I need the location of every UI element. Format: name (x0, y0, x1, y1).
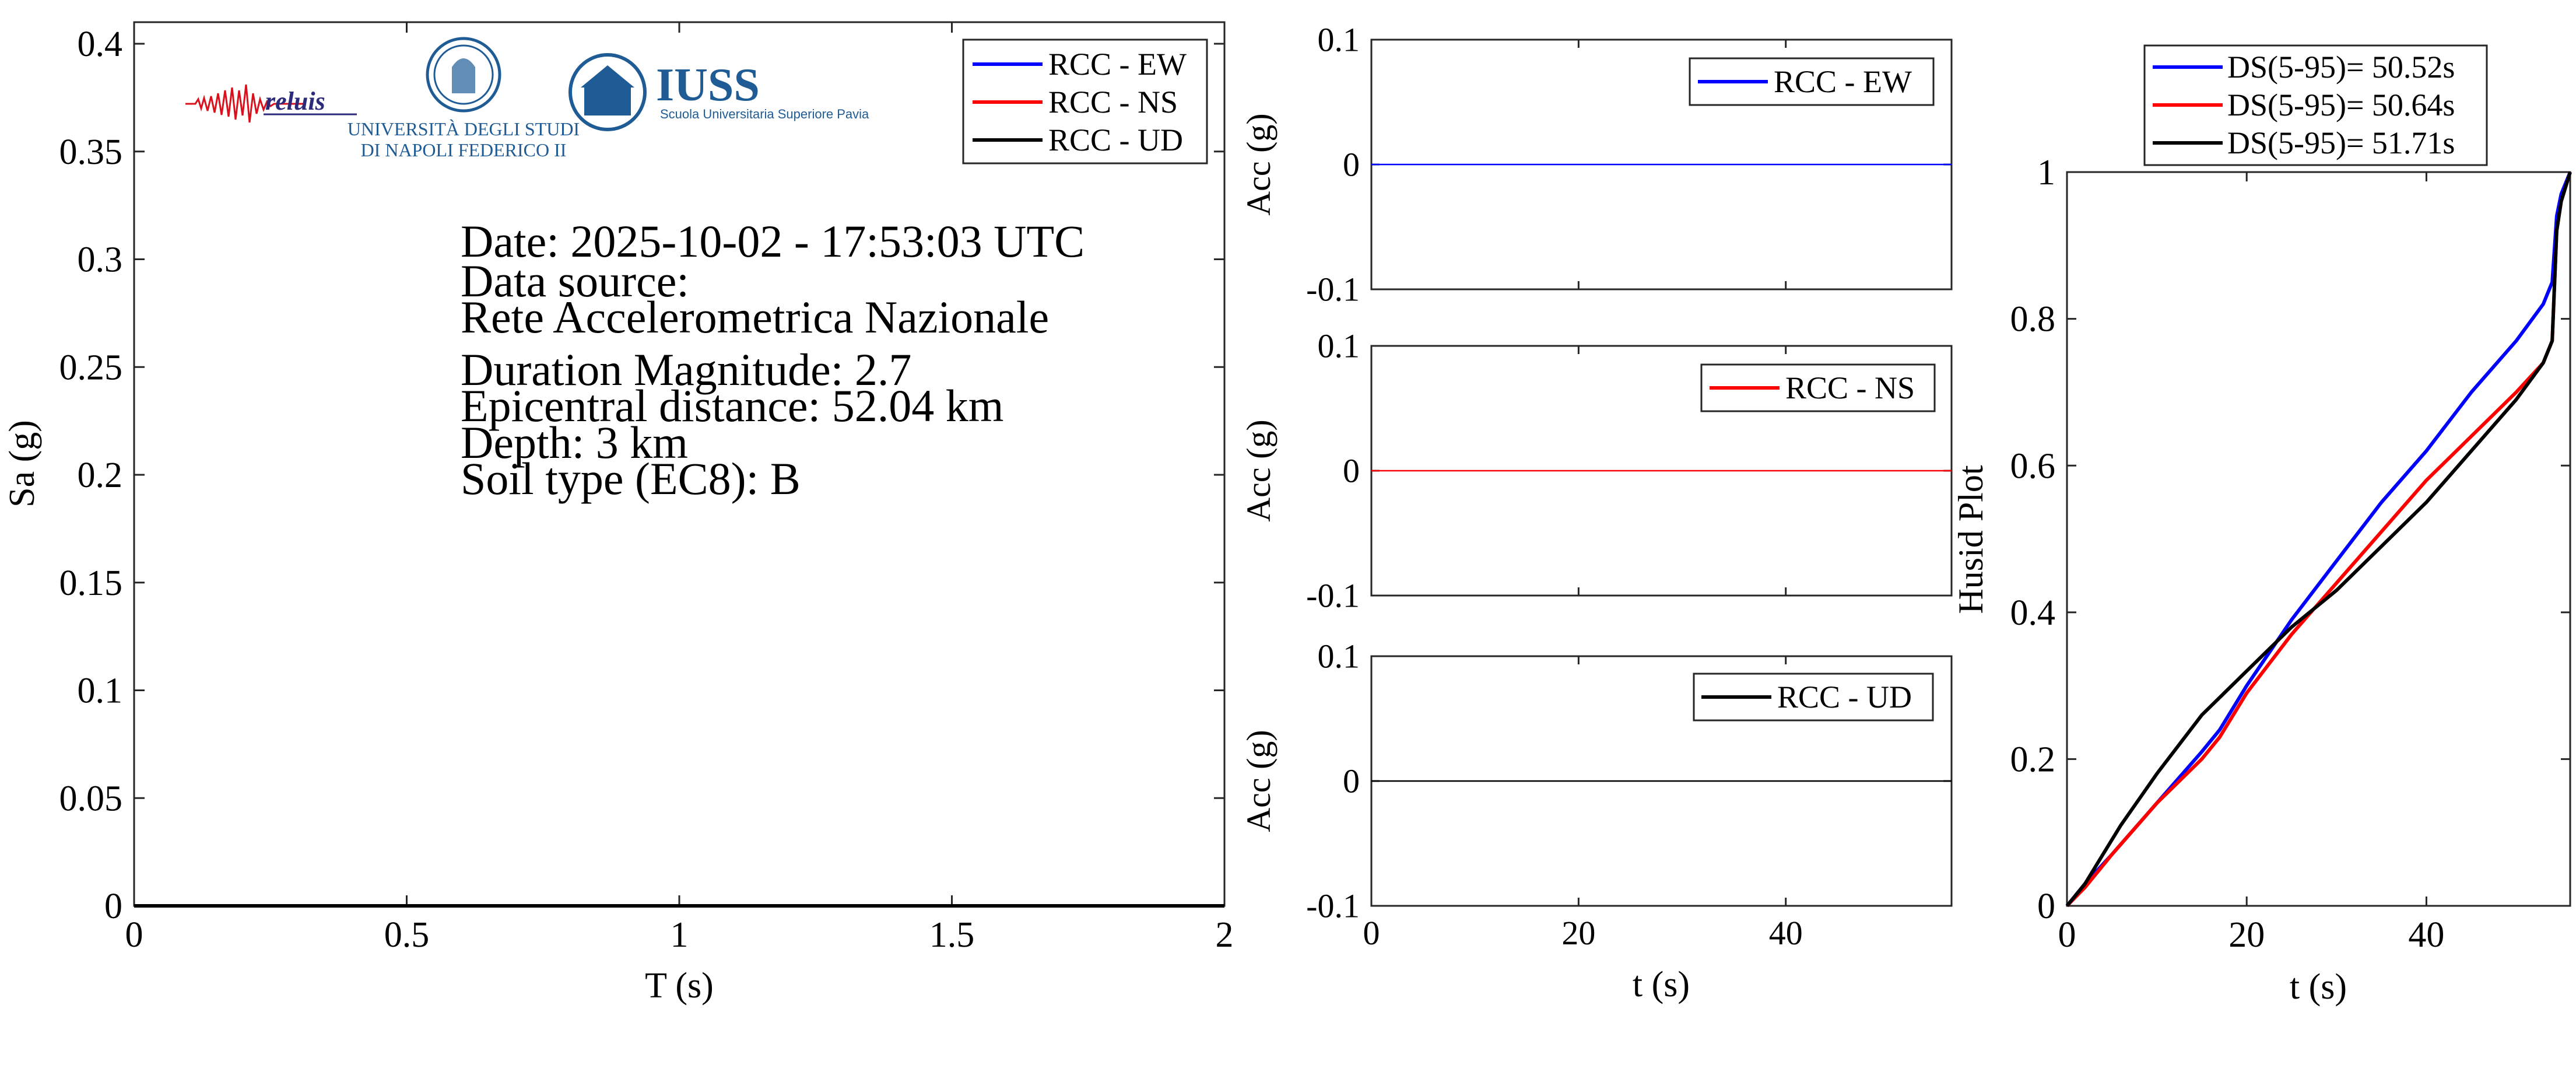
legend-entry-ud: RCC - UD (1777, 680, 1912, 715)
husid-series-2 (2065, 171, 2572, 907)
reluis-logo: reluis (185, 84, 357, 123)
acc-xlabel: t (s) (1633, 965, 1690, 1004)
husid-xlabel: t (s) (2290, 967, 2347, 1007)
spectrum-ytick-label: 0.25 (59, 348, 123, 387)
spectrum-ytick-label: 0.4 (78, 24, 123, 64)
acc_ns-ytick-label: -0.1 (1306, 577, 1360, 615)
event-info: Date: 2025-10-02 - 17:53:03 UTC Data sou… (461, 216, 1085, 504)
acc-ew-ylabel: Acc (g) (1240, 113, 1278, 216)
iuss-subtitle: Scuola Universitaria Superiore Pavia (660, 107, 869, 121)
acc_ud-xtick-label: 0 (1363, 914, 1380, 952)
acc_ud-ytick-label: 0 (1343, 762, 1360, 800)
spectrum-legend: RCC - EW RCC - NS RCC - UD (962, 38, 1208, 164)
legend-entry-ns: RCC - NS (1048, 85, 1178, 120)
seismogram-mark (185, 84, 303, 123)
acc_ew-ytick-label: -0.1 (1306, 271, 1360, 309)
legend-entry-ds-ud: DS(5-95)= 51.71s (2227, 125, 2455, 160)
spectrum-xtick-label: 0 (125, 915, 143, 955)
spectrum-xtick-label: 2 (1216, 915, 1234, 955)
spectrum-xlabel: T (s) (645, 966, 714, 1006)
legend-entry-ns: RCC - NS (1785, 370, 1915, 405)
acc-ns-legend: RCC - NS (1700, 363, 1936, 412)
husid-xtick-label: 20 (2228, 915, 2265, 955)
spectrum-ytick-label: 0 (104, 887, 122, 926)
spectrum-ytick-label: 0.05 (59, 779, 123, 818)
data-source-label: Data source: (461, 255, 689, 306)
spectrum-panel: 0 0.5 1 1.5 2 0 0.05 0.1 0.15 0.2 0.25 0.3 0.35 0.4 S… (2, 21, 1234, 1006)
acc_ud-xtick-label: 40 (1769, 914, 1803, 952)
reluis-wordmark: reluis (265, 87, 325, 115)
spectrum-ytick-label: 0.3 (78, 240, 123, 280)
acc_ew-ytick-label: 0.1 (1318, 21, 1360, 59)
legend-entry-ew: RCC - EW (1774, 64, 1912, 99)
acc_ud-ytick-label: 0.1 (1318, 638, 1360, 675)
spectrum-xtick-label: 1.5 (929, 915, 975, 955)
iuss-wordmark: IUSS (656, 59, 760, 111)
acc-ew-panel: -0.1 0 0.1 Acc (g) RCC - EW (1240, 21, 1953, 309)
depth: Depth: 3 km (461, 417, 688, 468)
husid-ytick-label: 1 (2037, 153, 2055, 192)
spectrum-ytick-label: 0.2 (78, 456, 123, 495)
acc-ud-legend: RCC - UD (1693, 673, 1934, 722)
acc_ns-ytick-label: 0 (1343, 452, 1360, 490)
acc-ud-panel: 0 20 40-0.100.1 Acc (g) t (s) RCC - UD (1240, 638, 1953, 1004)
legend-entry-ud: RCC - UD (1048, 122, 1183, 157)
data-source-name: Rete Accelerometrica Nazionale (461, 292, 1049, 342)
acc_ew-ytick-label: 0 (1343, 146, 1360, 184)
duration-magnitude: Duration Magnitude: 2.7 (461, 344, 911, 395)
acc-ns-ylabel: Acc (g) (1240, 419, 1278, 522)
spectrum-ytick-label: 0.15 (59, 563, 123, 603)
husid-ytick-label: 0.2 (2010, 740, 2056, 779)
husid-panel: 0 20 40 0 0.2 0.4 0.6 0.8 1 Husid Plot t (s) DS(… (1952, 44, 2572, 1007)
spectrum-ytick-label: 0.1 (78, 671, 123, 711)
unina-logo: UNIVERSITÀ DEGLI STUDI DI NAPOLI FEDERIC… (348, 37, 580, 160)
husid-legend: DS(5-95)= 50.52s DS(5-95)= 50.64s DS(5-9… (2143, 44, 2488, 166)
acc_ud-xtick-label: 20 (1561, 914, 1595, 952)
husid-xtick-label: 40 (2408, 915, 2444, 955)
acc_ns-ytick-label: 0.1 (1318, 327, 1360, 365)
spectrum-ylabel: Sa (g) (2, 420, 42, 507)
spectrum-xtick-label: 0.5 (384, 915, 430, 955)
soil-type: Soil type (EC8): B (461, 453, 801, 504)
epicentral-distance: Epicentral distance: 52.04 km (461, 380, 1003, 431)
spectrum-ytick-label: 0.35 (59, 132, 123, 172)
husid-ytick-label: 0.8 (2010, 300, 2056, 339)
legend-entry-ds-ew: DS(5-95)= 50.52s (2227, 50, 2455, 85)
event-date: Date: 2025-10-02 - 17:53:03 UTC (461, 216, 1085, 267)
iuss-logo: IUSS Scuola Universitaria Superiore Pavi… (568, 53, 869, 131)
husid-ytick-label: 0 (2037, 887, 2055, 926)
acc_ud-ytick-label: -0.1 (1306, 887, 1360, 925)
legend-entry-ew: RCC - EW (1048, 47, 1187, 82)
husid-ytick-label: 0.4 (2010, 593, 2056, 633)
husid-ytick-label: 0.6 (2010, 446, 2056, 486)
unina-name-line2: DI NAPOLI FEDERICO II (361, 139, 567, 160)
legend-entry-ds-ns: DS(5-95)= 50.64s (2227, 87, 2455, 122)
husid-ylabel: Husid Plot (1952, 465, 1990, 614)
acc-ns-panel: -0.1 0 0.1 Acc (g) RCC - NS (1240, 327, 1953, 615)
unina-name-line1: UNIVERSITÀ DEGLI STUDI (348, 118, 580, 139)
spectrum-xtick-label: 1 (671, 915, 689, 955)
husid-xtick-label: 0 (2058, 915, 2076, 955)
acc-ew-legend: RCC - EW (1689, 57, 1935, 106)
acc-ud-ylabel: Acc (g) (1240, 730, 1278, 832)
